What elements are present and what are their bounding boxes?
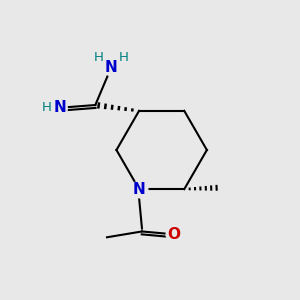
Text: N: N	[54, 100, 67, 116]
Text: N: N	[105, 60, 118, 75]
Text: O: O	[168, 227, 181, 242]
Text: N: N	[133, 182, 146, 197]
Text: H: H	[119, 51, 128, 64]
Text: H: H	[94, 51, 104, 64]
Text: H: H	[41, 101, 51, 114]
